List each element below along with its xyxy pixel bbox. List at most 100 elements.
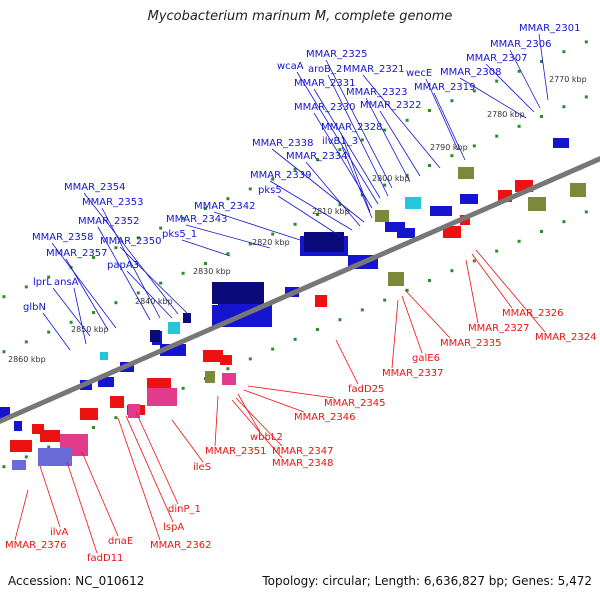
forward-gene-label[interactable]: MMAR_2325	[306, 49, 368, 60]
reverse-gene-label[interactable]: MMAR_2324	[535, 332, 597, 343]
forward-gene-label[interactable]: MMAR_2358	[32, 232, 94, 243]
tick-mark	[383, 298, 387, 302]
forward-leader-line	[459, 77, 527, 119]
ruler-label: 2860 kbp	[8, 355, 46, 364]
accession-text: Accession: NC_010612	[8, 574, 145, 588]
tick-mark	[338, 318, 342, 322]
tick-mark	[92, 256, 95, 259]
reverse-leader-line	[231, 399, 283, 459]
tick-mark	[428, 109, 431, 112]
forward-gene-label[interactable]: MMAR_2323	[346, 87, 408, 98]
reverse-leader-line	[465, 259, 479, 324]
reverse-gene-label[interactable]: MMAR_2335	[440, 338, 502, 349]
forward-gene-label[interactable]: aroB_2	[308, 64, 342, 75]
tick-mark	[405, 173, 409, 177]
reverse-gene-label[interactable]: MMAR_2345	[324, 398, 386, 409]
forward-gene-label[interactable]: MMAR_2354	[64, 182, 126, 193]
reverse-gene	[315, 295, 327, 307]
reverse-leader-line	[401, 295, 423, 354]
forward-gene-label[interactable]: MMAR_2342	[194, 201, 256, 212]
reverse-gene-label[interactable]: MMAR_2337	[382, 368, 444, 379]
forward-gene-label[interactable]: wcaA	[277, 61, 304, 72]
tick-mark	[226, 197, 230, 201]
reverse-gene	[110, 396, 124, 408]
reverse-gene-label[interactable]: MMAR_2347	[272, 446, 334, 457]
reverse-gene-label[interactable]: MMAR_2376	[5, 540, 67, 551]
forward-gene-label[interactable]: MMAR_2350	[100, 236, 162, 247]
reverse-gene-label[interactable]: MMAR_2326	[502, 308, 564, 319]
forward-gene-label[interactable]: MMAR_2322	[360, 100, 422, 111]
other-feature-cyan	[168, 322, 180, 334]
forward-gene-label[interactable]: MMAR_2352	[78, 216, 140, 227]
forward-gene-label[interactable]: MMAR_2339	[250, 170, 312, 181]
forward-gene-label[interactable]: MMAR_2328	[321, 122, 383, 133]
forward-gene-label[interactable]: MMAR_2338	[252, 138, 314, 149]
ruler-label: 2820 kbp	[252, 238, 290, 247]
forward-gene-label[interactable]: MMAR_2353	[82, 197, 144, 208]
forward-gene-label[interactable]: MMAR_2330	[294, 102, 356, 113]
forward-gene-label[interactable]: MMAR_2307	[466, 53, 528, 64]
forward-gene-label[interactable]: MMAR_2334	[286, 151, 348, 162]
reverse-gene-label[interactable]: wbbL2	[250, 432, 283, 443]
tick-mark	[92, 426, 95, 429]
forward-gene-label[interactable]: pks5	[258, 185, 282, 196]
reverse-gene-label[interactable]: MMAR_2362	[150, 540, 212, 551]
tick-mark	[316, 158, 319, 161]
reverse-gene-label[interactable]: dinP_1	[168, 504, 201, 515]
tick-mark	[271, 347, 275, 351]
forward-gene-label[interactable]: MMAR_2308	[440, 67, 502, 78]
label-leader-lines	[14, 33, 549, 554]
tick-mark	[69, 320, 73, 324]
tick-mark	[136, 236, 140, 240]
reverse-gene-label[interactable]: ilvA	[50, 527, 68, 538]
reverse-gene-label[interactable]: dnaE	[108, 536, 133, 547]
forward-gene-label[interactable]: pks5_1	[162, 229, 197, 240]
reverse-gene-label[interactable]: MMAR_2348	[272, 458, 334, 469]
tick-mark	[472, 89, 476, 93]
reverse-gene-label[interactable]: MMAR_2351	[205, 446, 267, 457]
tick-mark	[428, 279, 431, 282]
forward-gene-label[interactable]: papA3	[107, 260, 139, 271]
reverse-gene-label[interactable]: galE6	[412, 353, 440, 364]
forward-gene-label[interactable]: glbN	[23, 302, 46, 313]
forward-gene-label[interactable]: wecE	[406, 68, 432, 79]
other-feature-cyan	[405, 197, 421, 209]
forward-leader-line	[42, 312, 71, 351]
forward-gene-label[interactable]: MMAR_2306	[490, 39, 552, 50]
forward-gene-label[interactable]: ansA	[54, 277, 79, 288]
forward-leader-line	[365, 97, 411, 183]
other-feature-lavender	[38, 448, 72, 466]
forward-gene-label[interactable]: MMAR_2321	[343, 64, 405, 75]
forward-gene-label[interactable]: MMAR_2301	[519, 23, 581, 34]
forward-leader-line	[433, 92, 466, 161]
tick-mark	[540, 60, 543, 63]
forward-leader-line	[538, 33, 549, 101]
forward-leader-line	[83, 192, 179, 315]
forward-leader-line	[181, 239, 231, 257]
reverse-gene-label[interactable]: MMAR_2346	[294, 412, 356, 423]
ruler-label: 2800 kbp	[372, 174, 410, 183]
reverse-gene-label[interactable]: ileS	[193, 462, 211, 473]
reverse-gene-label[interactable]: MMAR_2327	[468, 323, 530, 334]
forward-gene-label[interactable]: MMAR_2331	[294, 78, 356, 89]
forward-leader-line	[213, 211, 301, 241]
tick-mark	[47, 275, 51, 279]
reverse-leader-line	[117, 417, 161, 541]
forward-leader-line	[340, 132, 371, 213]
reverse-gene-label[interactable]: fadD25	[348, 384, 384, 395]
reverse-gene-label[interactable]: fadD11	[87, 553, 123, 564]
forward-gene-label[interactable]: lprL	[33, 277, 52, 288]
forward-gene-label[interactable]: ilvB1_3	[322, 136, 358, 147]
tick-mark	[24, 455, 28, 459]
reverse-gene-label[interactable]: lspA	[163, 522, 184, 533]
other-feature-cyan	[100, 352, 108, 360]
forward-gene-label[interactable]: MMAR_2319	[414, 82, 476, 93]
tick-mark	[159, 281, 163, 285]
forward-gene	[553, 138, 569, 148]
tick-mark	[562, 220, 566, 224]
forward-leader-line	[52, 287, 91, 337]
forward-gene-label[interactable]: MMAR_2343	[166, 214, 228, 225]
ruler-label: 2850 kbp	[71, 325, 109, 334]
forward-gene-label[interactable]: MMAR_2357	[46, 248, 108, 259]
